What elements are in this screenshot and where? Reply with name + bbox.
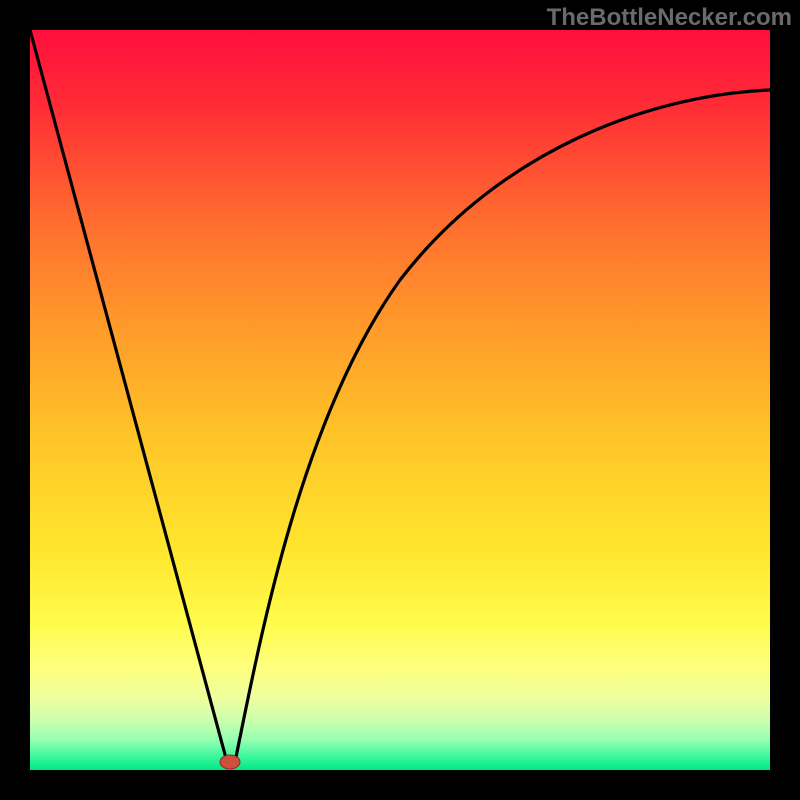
chart-outer: TheBottleNecker.com	[0, 0, 800, 800]
watermark-text: TheBottleNecker.com	[547, 4, 792, 32]
plot-area	[30, 30, 770, 770]
bottleneck-curve	[30, 30, 770, 770]
optimal-point-marker	[218, 753, 242, 771]
